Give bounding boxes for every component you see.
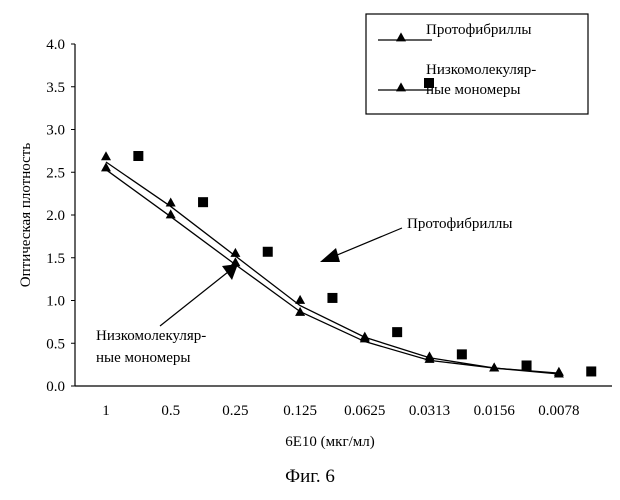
annotation-label: Низкомолекуляр- [96,328,206,344]
series-3-point [198,197,209,208]
legend-marker [396,32,406,42]
legend-label: Протофибриллы [426,22,531,38]
series-3-point [327,292,338,303]
series-2-point [165,209,176,219]
x-tick-label: 0.0313 [409,403,450,419]
x-tick-label: 0.25 [222,403,248,419]
annotations: Протофибриллы Низкомолекуляр-ные мономеры [96,216,512,366]
legend-label: ные мономеры [426,82,520,98]
y-tick-label: 0.0 [46,379,65,395]
annotation-label: Протофибриллы [407,216,512,232]
legend-square-marker [424,78,434,88]
series-2-point [424,353,435,363]
series-2-point [101,162,111,172]
series-2-line [105,169,559,375]
series-3-point [133,151,144,162]
series-1-point [295,294,306,304]
series-1-point [165,197,176,207]
annotation-arrow [159,271,229,327]
y-tick-label: 2.5 [46,165,65,181]
y-tick-label: 1.5 [46,251,65,267]
series-1-point [230,247,241,257]
y-tick-label: 1.0 [46,294,65,310]
y-tick-label: 4.0 [46,37,65,53]
legend-box [365,13,589,115]
y-tick-label: 3.5 [46,80,65,96]
y-axis-title: Оптическая плотность [18,143,34,288]
legend-marker [396,82,406,92]
series-3-point [456,349,467,360]
x-tick-label: 0.0625 [344,403,385,419]
series-2-point [489,362,500,372]
x-tick-label: 0.0156 [474,403,516,419]
x-tick-label: 0.5 [161,403,180,419]
series-3-point [586,366,597,377]
series-2-point [295,306,306,316]
chart: 0.0 0.5 1.0 1.5 2.0 2.5 3.0 3.5 4.0 1 0.5 0.25 0.125… [18,13,612,450]
series-1-point [101,151,111,161]
annotation-label: ные мономеры [96,350,190,366]
series-3-point [392,327,403,338]
series-2-point [553,368,564,378]
annotation-arrow [329,227,403,259]
series-3-point [521,360,532,371]
series-3-point [262,246,273,257]
x-tick-label: 0.0078 [538,403,579,419]
figure-caption: Фиг. 6 [285,466,335,487]
plot-area: 0.0 0.5 1.0 1.5 2.0 2.5 3.0 3.5 4.0 1 0.5 0.25 0.125… [18,37,612,450]
y-tick-label: 3.0 [46,123,65,139]
x-tick-label: 1 [102,403,110,419]
annotation-arrowhead [222,264,238,280]
x-tick-label: 0.125 [283,403,317,419]
legend: Протофибриллы Низкомолекуляр-ные мономеры [365,13,589,115]
x-axis-title: 6E10 (мкг/мл) [285,434,374,450]
legend-label: Низкомолекуляр- [426,62,536,78]
y-tick-label: 2.0 [46,208,65,224]
series-2-point [359,333,370,343]
annotation-arrowhead [320,248,340,262]
y-tick-label: 0.5 [46,336,65,352]
